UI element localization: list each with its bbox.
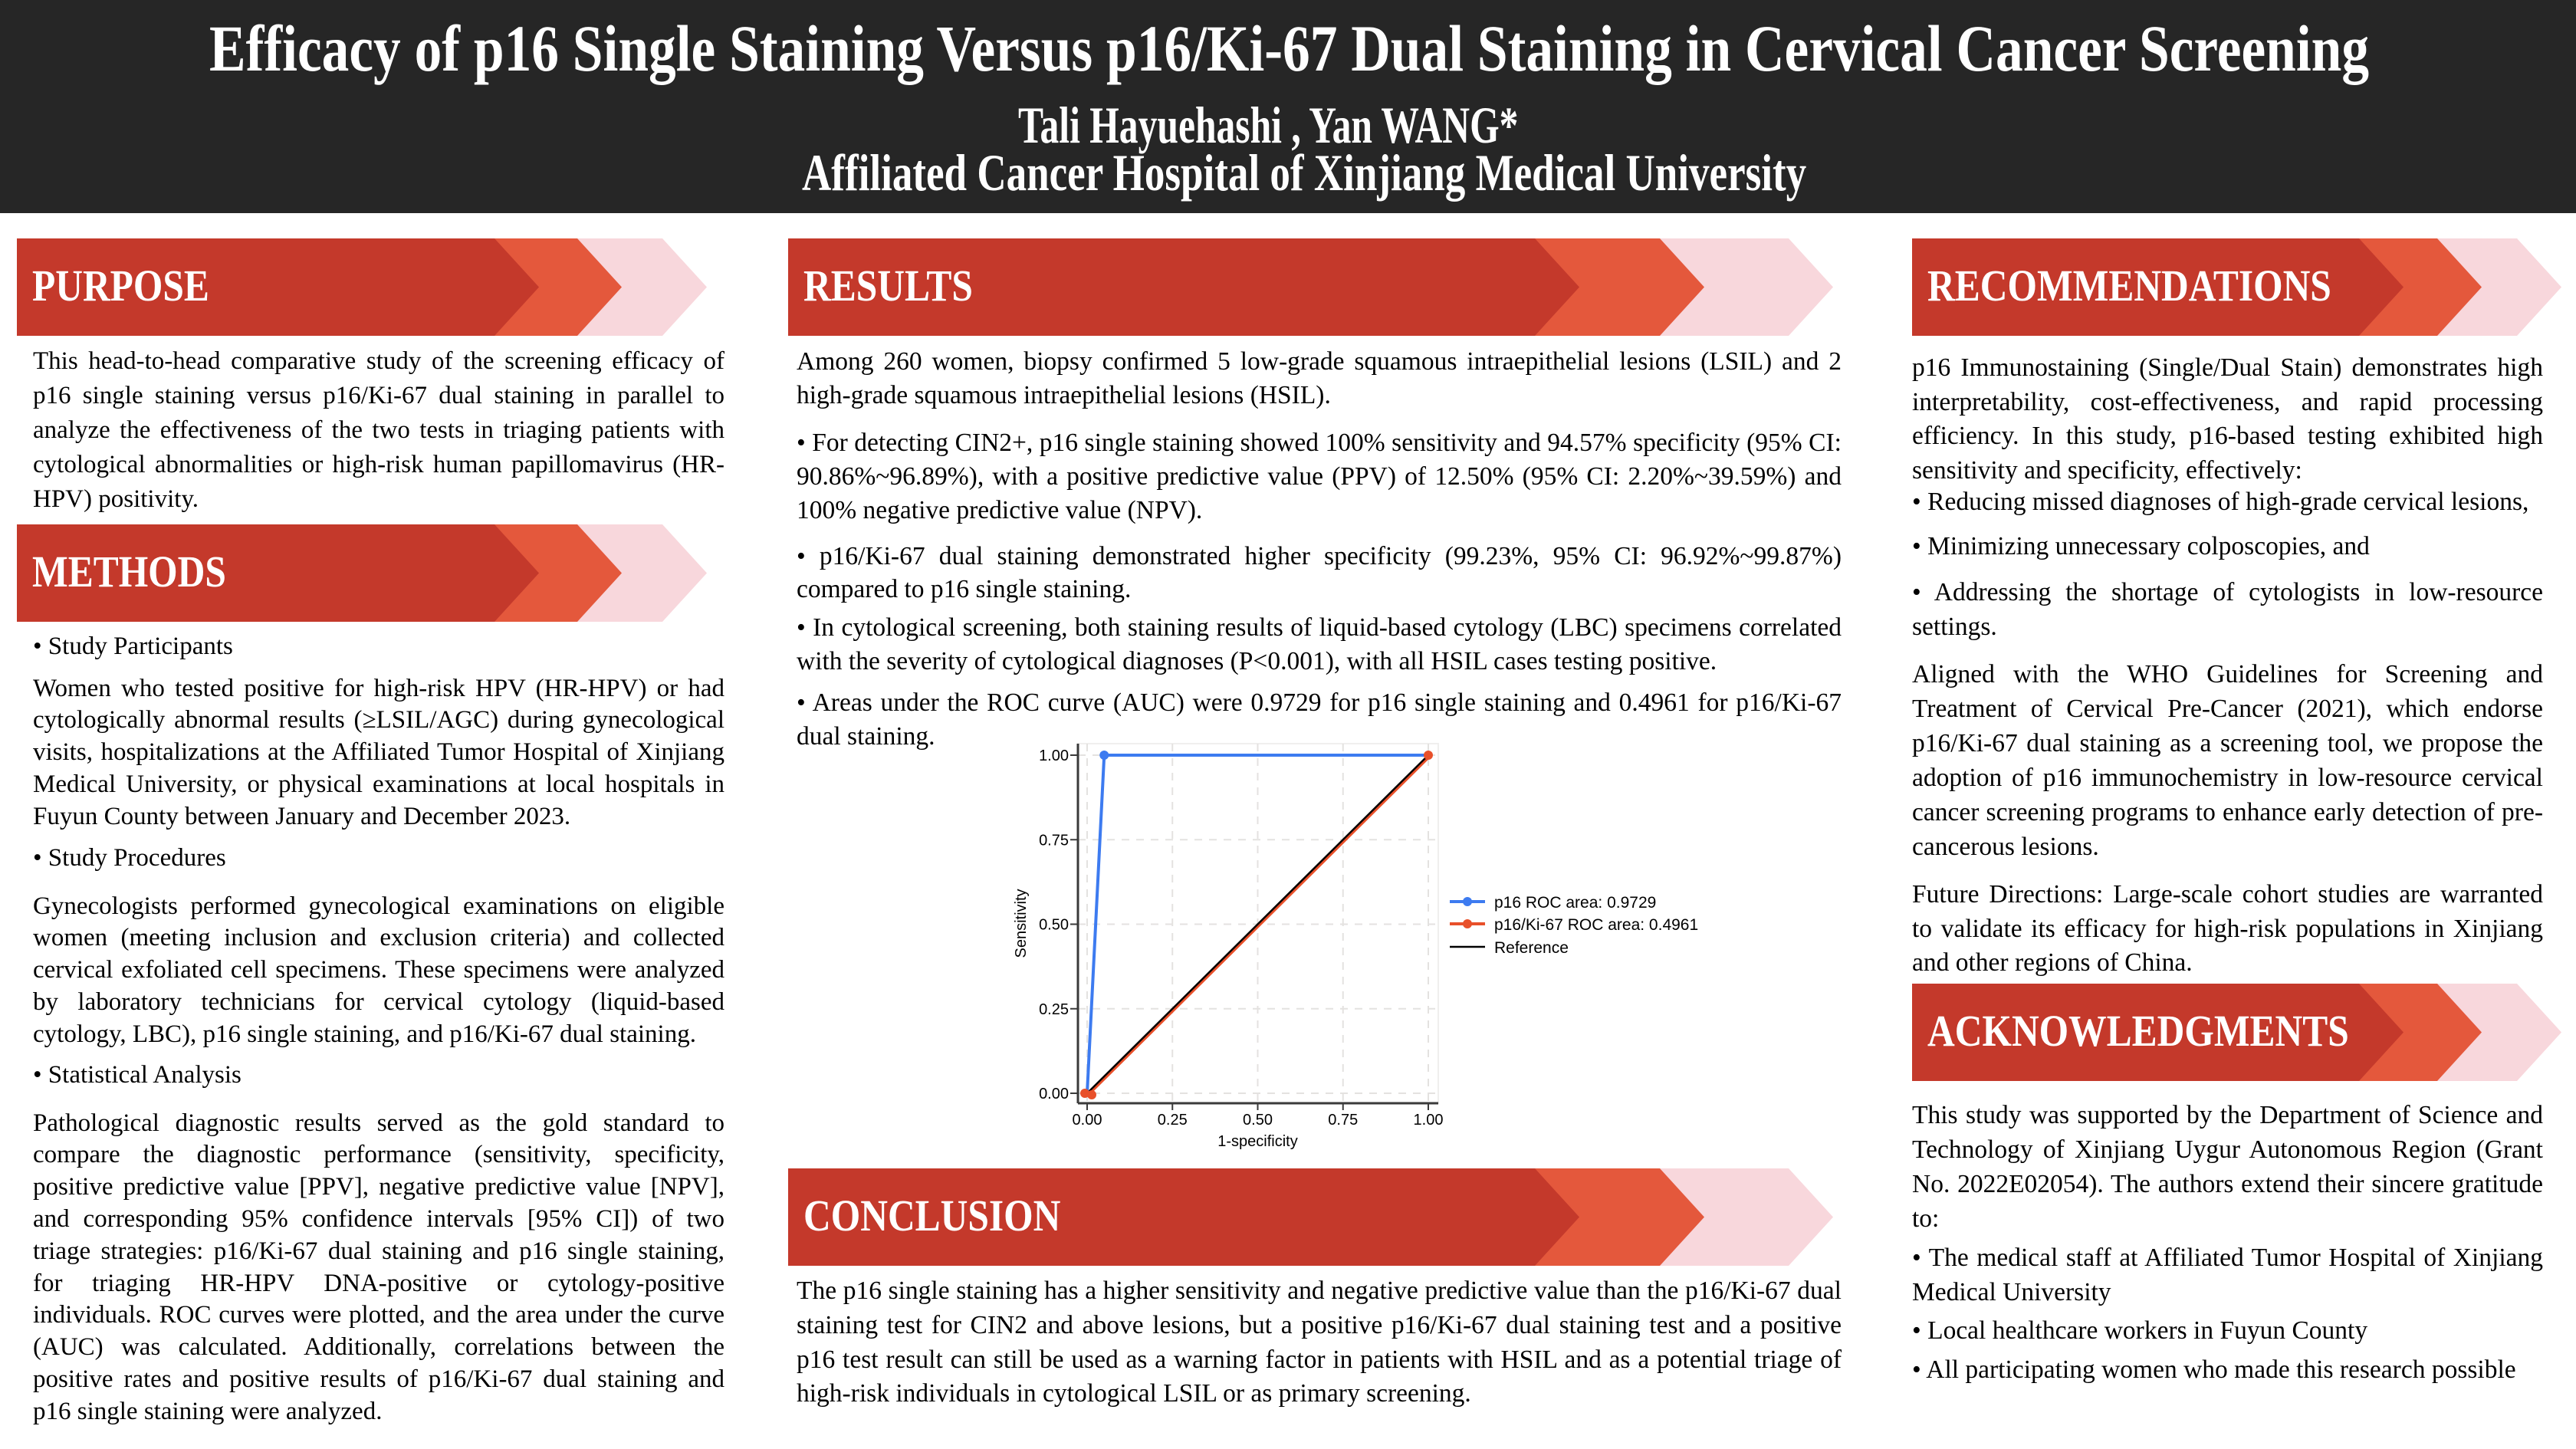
svg-text:1.00: 1.00	[1039, 748, 1069, 764]
svg-text:Reference: Reference	[1494, 939, 1569, 957]
svg-text:0.25: 0.25	[1039, 1001, 1069, 1018]
svg-text:0.00: 0.00	[1039, 1086, 1069, 1102]
svg-text:Sensitivity: Sensitivity	[1013, 889, 1030, 958]
svg-text:p16/Ki-67 ROC area: 0.4961: p16/Ki-67 ROC area: 0.4961	[1494, 916, 1698, 934]
svg-text:0.75: 0.75	[1039, 832, 1069, 849]
svg-text:0.75: 0.75	[1328, 1112, 1358, 1129]
svg-text:1.00: 1.00	[1414, 1112, 1444, 1129]
svg-text:0.50: 0.50	[1039, 917, 1069, 934]
svg-text:0.50: 0.50	[1243, 1112, 1273, 1129]
svg-text:1-specificity: 1-specificity	[1217, 1133, 1297, 1150]
svg-text:0.00: 0.00	[1073, 1112, 1102, 1129]
svg-text:p16 ROC area: 0.9729: p16 ROC area: 0.9729	[1494, 894, 1656, 912]
svg-text:0.25: 0.25	[1158, 1112, 1188, 1129]
